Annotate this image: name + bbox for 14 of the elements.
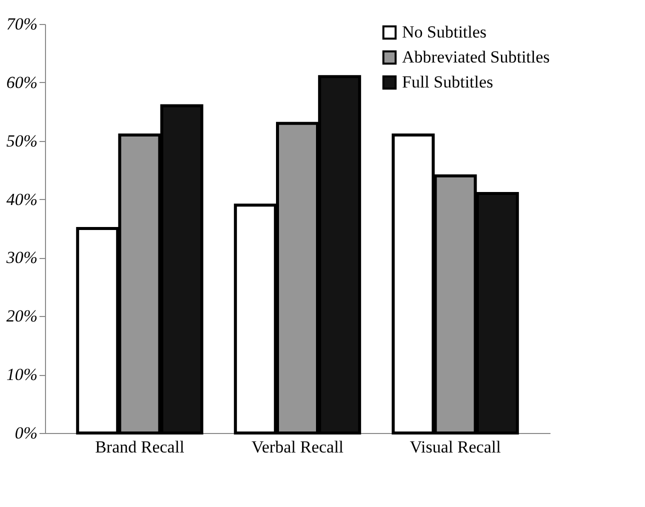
x-tick-label: Brand Recall <box>95 438 185 456</box>
x-tick-label: Verbal Recall <box>251 438 344 456</box>
x-tick-label: Visual Recall <box>410 438 502 456</box>
legend-label: Abbreviated Subtitles <box>402 48 550 66</box>
legend-label: No Subtitles <box>402 22 487 42</box>
legend-label: Full Subtitles <box>402 72 494 92</box>
y-tick-label: 20% <box>6 306 38 326</box>
y-tick-label: 60% <box>6 72 38 92</box>
y-tick-label: 50% <box>6 131 38 150</box>
y-tick-label: 10% <box>6 365 38 384</box>
y-tick-label: 70% <box>6 14 38 34</box>
y-tick-label: 30% <box>5 248 38 268</box>
y-tick-label: 40% <box>6 190 38 209</box>
y-tick-label: 0% <box>14 424 38 442</box>
